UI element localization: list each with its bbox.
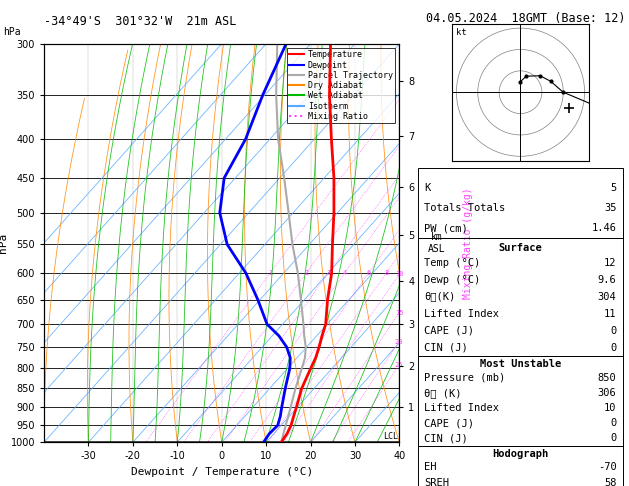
Bar xyxy=(418,446,623,486)
Text: Hodograph: Hodograph xyxy=(493,449,548,459)
Text: 12: 12 xyxy=(604,258,616,268)
Text: K: K xyxy=(425,183,431,193)
Text: CAPE (J): CAPE (J) xyxy=(425,326,474,336)
Text: 306: 306 xyxy=(598,388,616,398)
Text: -34°49'S  301°32'W  21m ASL: -34°49'S 301°32'W 21m ASL xyxy=(44,16,237,28)
Text: 1: 1 xyxy=(268,270,272,276)
Text: 4: 4 xyxy=(343,270,347,276)
Text: Temp (°C): Temp (°C) xyxy=(425,258,481,268)
Text: 25: 25 xyxy=(395,362,403,368)
Text: 0: 0 xyxy=(610,343,616,353)
Text: Totals Totals: Totals Totals xyxy=(425,203,506,213)
Text: Most Unstable: Most Unstable xyxy=(480,360,561,369)
Text: θᴄ(K): θᴄ(K) xyxy=(425,292,455,302)
Text: PW (cm): PW (cm) xyxy=(425,223,468,233)
Text: 5: 5 xyxy=(610,183,616,193)
Text: 35: 35 xyxy=(604,203,616,213)
Text: 11: 11 xyxy=(604,309,616,319)
Text: Lifted Index: Lifted Index xyxy=(425,403,499,413)
Text: CAPE (J): CAPE (J) xyxy=(425,418,474,428)
Text: 9.6: 9.6 xyxy=(598,275,616,285)
Text: -70: -70 xyxy=(598,462,616,472)
Text: 10: 10 xyxy=(604,403,616,413)
Bar xyxy=(418,238,623,356)
Text: θᴄ (K): θᴄ (K) xyxy=(425,388,462,398)
Text: Mixing Ratio (g/kg): Mixing Ratio (g/kg) xyxy=(464,187,474,299)
Y-axis label: hPa: hPa xyxy=(0,233,8,253)
Text: 10: 10 xyxy=(395,271,404,278)
Text: Dewp (°C): Dewp (°C) xyxy=(425,275,481,285)
Bar xyxy=(418,356,623,446)
Text: 58: 58 xyxy=(604,478,616,486)
Text: 2: 2 xyxy=(304,270,308,276)
Text: 0: 0 xyxy=(610,326,616,336)
Bar xyxy=(418,168,623,238)
Text: 15: 15 xyxy=(395,310,403,316)
Text: 0: 0 xyxy=(610,433,616,443)
Text: 04.05.2024  18GMT (Base: 12): 04.05.2024 18GMT (Base: 12) xyxy=(426,12,626,25)
Text: 8: 8 xyxy=(384,270,389,276)
Y-axis label: km
ASL: km ASL xyxy=(428,232,446,254)
Text: 3: 3 xyxy=(326,270,331,276)
Text: 20: 20 xyxy=(394,339,403,345)
Text: Lifted Index: Lifted Index xyxy=(425,309,499,319)
Text: 6: 6 xyxy=(367,270,371,276)
Text: SREH: SREH xyxy=(425,478,449,486)
Text: CIN (J): CIN (J) xyxy=(425,433,468,443)
Text: 304: 304 xyxy=(598,292,616,302)
Text: hPa: hPa xyxy=(3,27,21,37)
Text: EH: EH xyxy=(425,462,437,472)
Text: 850: 850 xyxy=(598,373,616,382)
X-axis label: Dewpoint / Temperature (°C): Dewpoint / Temperature (°C) xyxy=(131,467,313,477)
Text: LCL: LCL xyxy=(383,432,398,441)
Text: Surface: Surface xyxy=(499,243,542,253)
Text: CIN (J): CIN (J) xyxy=(425,343,468,353)
Text: 0: 0 xyxy=(610,418,616,428)
Text: Pressure (mb): Pressure (mb) xyxy=(425,373,506,382)
Text: 1.46: 1.46 xyxy=(592,223,616,233)
Legend: Temperature, Dewpoint, Parcel Trajectory, Dry Adiabat, Wet Adiabat, Isotherm, Mi: Temperature, Dewpoint, Parcel Trajectory… xyxy=(287,48,395,123)
